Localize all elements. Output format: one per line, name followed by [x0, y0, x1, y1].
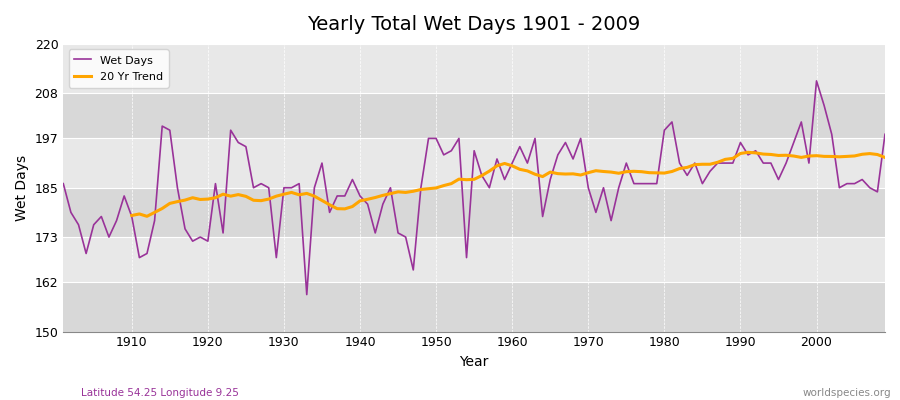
- 20 Yr Trend: [742, 150, 753, 155]
- 20 Yr Trend: [278, 192, 289, 196]
- Bar: [63, 188, 885, 237]
- Wet Days: [302, 292, 312, 297]
- Bar: [63, 282, 885, 332]
- Bar: [63, 138, 885, 188]
- 20 Yr Trend: [522, 168, 533, 173]
- 20 Yr Trend: [583, 170, 594, 175]
- 20 Yr Trend: [879, 155, 890, 160]
- Wet Days: [879, 132, 890, 137]
- Text: Latitude 54.25 Longitude 9.25: Latitude 54.25 Longitude 9.25: [81, 388, 239, 398]
- Y-axis label: Wet Days: Wet Days: [15, 155, 29, 221]
- 20 Yr Trend: [857, 152, 868, 157]
- Bar: [63, 237, 885, 282]
- Legend: Wet Days, 20 Yr Trend: Wet Days, 20 Yr Trend: [68, 50, 168, 88]
- Line: Wet Days: Wet Days: [63, 81, 885, 294]
- Wet Days: [286, 185, 297, 190]
- Wet Days: [811, 78, 822, 83]
- Wet Days: [339, 194, 350, 198]
- Wet Days: [507, 161, 517, 166]
- Wet Days: [119, 194, 130, 198]
- 20 Yr Trend: [309, 194, 320, 198]
- Wet Days: [58, 181, 68, 186]
- Text: worldspecies.org: worldspecies.org: [803, 388, 891, 398]
- 20 Yr Trend: [126, 213, 137, 218]
- Bar: [63, 93, 885, 138]
- Title: Yearly Total Wet Days 1901 - 2009: Yearly Total Wet Days 1901 - 2009: [308, 15, 641, 34]
- Wet Days: [515, 144, 526, 149]
- 20 Yr Trend: [141, 214, 152, 219]
- Wet Days: [606, 218, 616, 223]
- 20 Yr Trend: [834, 154, 845, 159]
- Line: 20 Yr Trend: 20 Yr Trend: [131, 152, 885, 216]
- Bar: [63, 44, 885, 93]
- X-axis label: Year: Year: [460, 355, 489, 369]
